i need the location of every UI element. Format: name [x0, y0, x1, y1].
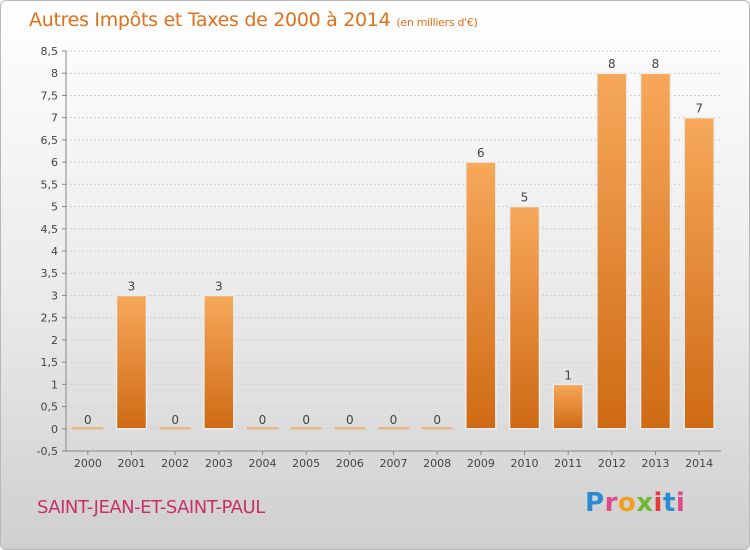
y-tick-label: 2 — [51, 334, 58, 347]
x-tick-label-2002: 2002 — [161, 457, 189, 470]
commune-name: SAINT-JEAN-ET-SAINT-PAUL — [37, 497, 265, 518]
x-tick-label-2000: 2000 — [74, 457, 102, 470]
data-label-2000: 0 — [84, 413, 92, 427]
bar-2005 — [290, 427, 322, 430]
x-tick-label-2005: 2005 — [292, 457, 320, 470]
data-label-2004: 0 — [259, 413, 267, 427]
proxiti-logo: Proxiti — [585, 488, 686, 518]
bar-2012 — [596, 72, 628, 430]
y-tick-label: 4 — [51, 245, 58, 258]
y-tick-label: 1,5 — [41, 356, 59, 369]
data-label-2003: 3 — [215, 279, 223, 293]
data-label-2011: 1 — [564, 368, 572, 382]
bar-2003 — [203, 294, 235, 430]
chart-title-unit: (en milliers d'€) — [396, 16, 478, 29]
chart-title: Autres Impôts et Taxes de 2000 à 2014 (en… — [29, 9, 478, 31]
chart-title-text: Autres Impôts et Taxes de 2000 à 2014 — [29, 9, 391, 31]
bar-2008 — [421, 427, 453, 430]
y-tick-label: 6 — [51, 156, 58, 169]
x-tick-label-2003: 2003 — [205, 457, 233, 470]
data-label-2001: 3 — [128, 279, 136, 293]
bar-2007 — [378, 427, 409, 430]
bar-2011 — [552, 383, 584, 430]
y-tick-label: 3 — [51, 289, 58, 302]
data-label-2002: 0 — [171, 413, 179, 427]
data-label-2014: 7 — [695, 102, 703, 116]
y-tick-label: 0 — [51, 423, 58, 436]
x-tick-label-2006: 2006 — [336, 457, 364, 470]
y-tick-label: 0,5 — [41, 401, 59, 414]
bar-2001 — [115, 294, 148, 430]
y-tick-label: 1 — [51, 378, 58, 391]
y-tick-label: 5,5 — [41, 178, 59, 191]
x-tick-label-2001: 2001 — [118, 457, 146, 470]
x-tick-label-2007: 2007 — [380, 457, 408, 470]
x-tick-label-2009: 2009 — [467, 457, 495, 470]
y-tick-label: 8,5 — [41, 45, 59, 58]
data-label-2013: 8 — [652, 57, 660, 71]
y-tick-label: 3,5 — [41, 267, 59, 280]
y-tick-label: 8 — [51, 67, 58, 80]
x-tick-label-2012: 2012 — [598, 457, 626, 470]
x-tick-label-2014: 2014 — [685, 457, 713, 470]
data-label-2006: 0 — [346, 413, 354, 427]
data-label-2012: 8 — [608, 57, 616, 71]
y-tick-label: -0,5 — [37, 445, 58, 458]
y-tick-label: 7,5 — [41, 89, 59, 102]
bar-2006 — [334, 427, 366, 430]
y-tick-label: 5 — [51, 201, 58, 214]
y-tick-label: 7 — [51, 112, 58, 125]
x-tick-label-2004: 2004 — [249, 457, 277, 470]
y-tick-label: 4,5 — [41, 223, 59, 236]
x-tick-label-2008: 2008 — [423, 457, 451, 470]
x-tick-label-2011: 2011 — [554, 457, 582, 470]
y-tick-label: 2,5 — [41, 312, 59, 325]
bar-2014 — [683, 116, 715, 430]
y-tick-label: 6,5 — [41, 134, 59, 147]
bar-2010 — [508, 205, 541, 430]
data-label-2005: 0 — [302, 413, 310, 427]
data-label-2009: 6 — [477, 146, 485, 160]
x-tick-label-2013: 2013 — [642, 457, 670, 470]
bar-2004 — [247, 427, 278, 430]
bar-2000 — [72, 427, 104, 430]
bar-2009 — [465, 161, 497, 430]
x-tick-label-2010: 2010 — [511, 457, 539, 470]
data-label-2010: 5 — [521, 191, 529, 205]
data-label-2007: 0 — [390, 413, 398, 427]
bar-2013 — [639, 72, 672, 430]
data-label-2008: 0 — [433, 413, 441, 427]
bar-2002 — [159, 427, 191, 430]
